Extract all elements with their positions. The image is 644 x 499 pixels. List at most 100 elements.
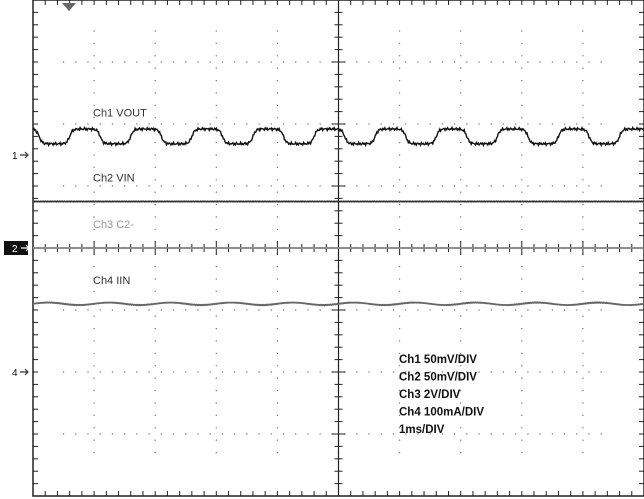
grid-dot (233, 309, 236, 311)
grid-dot (398, 228, 401, 231)
grid-dot (392, 123, 395, 125)
grid-dot (398, 290, 401, 293)
grid-dot (111, 309, 114, 311)
grid-dot (154, 79, 156, 82)
grid-dot (276, 191, 279, 193)
grid-dot (466, 185, 468, 187)
grid-dot (154, 117, 156, 119)
grid-dot (154, 414, 156, 417)
grid-dot (276, 402, 279, 404)
grid-dot (398, 104, 401, 107)
grid-dot (521, 216, 523, 218)
grid-dot (398, 216, 401, 218)
grid-dot (478, 123, 480, 125)
grid-dot (123, 433, 126, 435)
grid-dot (502, 371, 505, 373)
grid-dot (527, 371, 529, 373)
grid-dot (295, 309, 297, 311)
grid-dot (276, 92, 279, 94)
grid-dot (582, 203, 584, 206)
grid-dot (490, 123, 492, 125)
grid-dot (576, 123, 578, 125)
grid-dot (380, 185, 382, 187)
grid-dot (398, 179, 401, 181)
grid-dot (398, 352, 401, 355)
grid-dot (478, 371, 480, 373)
grid-dot (197, 123, 199, 125)
grid-dot (215, 340, 217, 342)
grid-dot (111, 123, 114, 125)
grid-dot (582, 117, 584, 119)
grid-dot (405, 371, 407, 373)
grid-dot (460, 427, 462, 429)
grid-dot (160, 371, 163, 373)
grid-dot (93, 389, 95, 392)
grid-dot (270, 123, 272, 125)
grid-dot (160, 185, 163, 187)
grid-dot (380, 61, 382, 63)
grid-dot (521, 389, 523, 392)
grid-dot (215, 191, 217, 193)
grid-dot (197, 433, 199, 435)
grid-dot (185, 61, 187, 63)
grid-dot (576, 433, 578, 435)
grid-dot (93, 30, 95, 32)
grid-dot (185, 123, 187, 125)
grid-dot (148, 371, 150, 373)
grid-dot (215, 352, 217, 355)
grid-dot (563, 123, 566, 125)
grid-dot (154, 402, 156, 404)
grid-dot (93, 340, 95, 342)
waveform-traces (32, 125, 644, 307)
grid-dot (136, 309, 138, 311)
grid-dot (398, 203, 401, 206)
grid-dot (111, 371, 114, 373)
grid-dot (276, 427, 279, 429)
grid-dot (93, 179, 95, 181)
grid-dot (582, 55, 584, 57)
grid-dot (93, 365, 95, 367)
grid-dot (466, 309, 468, 311)
grid-dot (417, 371, 419, 373)
grid-dot (93, 290, 95, 293)
grid-dot (551, 371, 554, 373)
grid-dot (460, 42, 462, 45)
grid-dot (539, 61, 541, 63)
grid-dot (453, 433, 456, 435)
grid-dot (490, 371, 492, 373)
grid-dot (514, 61, 517, 63)
grid-dot (460, 451, 462, 454)
grid-dot (582, 67, 584, 69)
grid-dot (148, 433, 150, 435)
grid-dot (368, 123, 370, 125)
grid-dot (215, 439, 217, 441)
grid-dot (368, 309, 370, 311)
grid-dot (521, 290, 523, 293)
grid-dot (154, 365, 156, 367)
grid-dot (276, 216, 279, 218)
grid-dot (380, 123, 382, 125)
grid-dot (154, 179, 156, 181)
grid-dot (521, 340, 523, 342)
grid-dot (209, 309, 211, 311)
grid-dot (398, 402, 401, 404)
grid-dot (582, 92, 584, 94)
grid-dot (215, 30, 217, 32)
grid-dot (453, 185, 456, 187)
grid-dot (215, 166, 217, 169)
grid-dot (588, 371, 590, 373)
grid-dot (270, 433, 272, 435)
grid-dot (539, 433, 541, 435)
grid-dot (398, 55, 401, 57)
grid-dot (215, 117, 217, 119)
grid-dot (600, 61, 602, 63)
grid-dot (441, 123, 444, 125)
grid-dot (466, 123, 468, 125)
grid-dot (221, 123, 224, 125)
grid-dot (398, 414, 401, 417)
grid-dot (453, 123, 456, 125)
grid-dot (441, 433, 444, 435)
grid-dot (246, 185, 248, 187)
grid-dot (215, 365, 217, 367)
